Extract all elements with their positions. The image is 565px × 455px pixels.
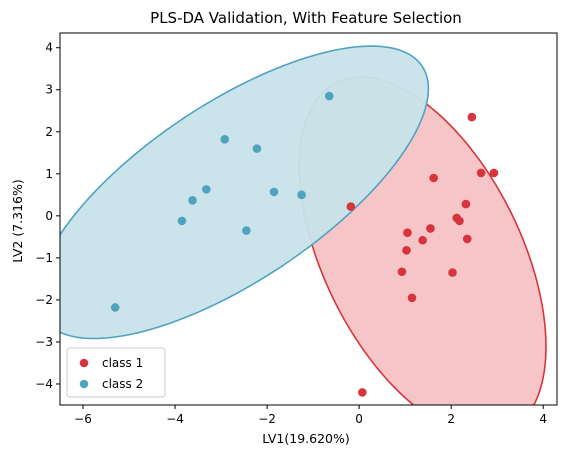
x-tick-label: −6 xyxy=(74,412,92,426)
point-class-2-3 xyxy=(252,144,262,153)
point-class-1-4 xyxy=(429,173,438,183)
y-tick-label: 2 xyxy=(45,125,53,139)
y-tick-label: −4 xyxy=(35,377,53,391)
y-tick-label: 1 xyxy=(45,167,53,181)
point-class-2-6 xyxy=(297,190,306,200)
legend: class 1 class 2 xyxy=(66,347,166,398)
point-class-1-1 xyxy=(467,112,477,122)
chart-title: PLS-DA Validation, With Feature Selectio… xyxy=(150,9,462,27)
point-class-1-6 xyxy=(346,202,356,211)
point-class-1-9 xyxy=(426,224,435,233)
plot-area: −6 −4 −2 0 2 4 −4 −3 −2 −1 0 1 2 3 4 class 1 class 2 xyxy=(35,32,558,426)
point-class-1-8 xyxy=(455,216,464,226)
point-class-1-13 xyxy=(402,246,411,255)
point-class-1-15 xyxy=(448,268,457,277)
x-tick-label: 0 xyxy=(355,412,363,426)
point-class-2-9 xyxy=(242,226,251,235)
point-class-1-10 xyxy=(403,228,412,237)
point-class-1-12 xyxy=(418,235,427,245)
y-tick-label: −3 xyxy=(35,335,53,349)
axes-frame xyxy=(59,32,558,406)
y-tick-label: 3 xyxy=(45,83,53,97)
point-class-2-4 xyxy=(202,185,211,194)
legend-box xyxy=(66,347,166,398)
point-class-2-1 xyxy=(324,91,334,101)
point-class-1-14 xyxy=(397,267,407,277)
point-class-2-7 xyxy=(188,195,197,205)
point-class-2-8 xyxy=(177,216,187,226)
legend-marker-class-2 xyxy=(79,379,89,389)
y-axis-label: LV2 (7.316%) xyxy=(10,179,25,262)
point-class-2-2 xyxy=(220,135,230,144)
x-axis-label: LV1(19.620%) xyxy=(262,431,349,446)
point-class-1-5 xyxy=(461,199,471,209)
point-class-1-3 xyxy=(489,168,499,178)
x-tick-label: 2 xyxy=(447,412,455,426)
legend-label-class-1: class 1 xyxy=(102,356,143,370)
plot-content xyxy=(60,45,547,405)
legend-marker-class-1 xyxy=(79,358,89,368)
point-class-1-16 xyxy=(407,293,417,303)
x-tick-label: −2 xyxy=(258,412,276,426)
point-class-1-11 xyxy=(462,234,472,244)
confidence-ellipse-2 xyxy=(60,45,430,340)
y-tick-label: −1 xyxy=(35,251,53,265)
point-class-2-5 xyxy=(269,187,279,197)
y-tick-label: 4 xyxy=(45,41,53,55)
point-class-1-2 xyxy=(476,168,486,178)
y-tick-label: −2 xyxy=(35,293,53,307)
point-class-1-17 xyxy=(358,388,367,397)
legend-label-class-2: class 2 xyxy=(102,377,143,391)
x-tick-label: 4 xyxy=(539,412,547,426)
y-tick-label: 0 xyxy=(45,209,53,223)
point-class-2-10 xyxy=(110,303,120,312)
x-tick-label: −4 xyxy=(166,412,184,426)
